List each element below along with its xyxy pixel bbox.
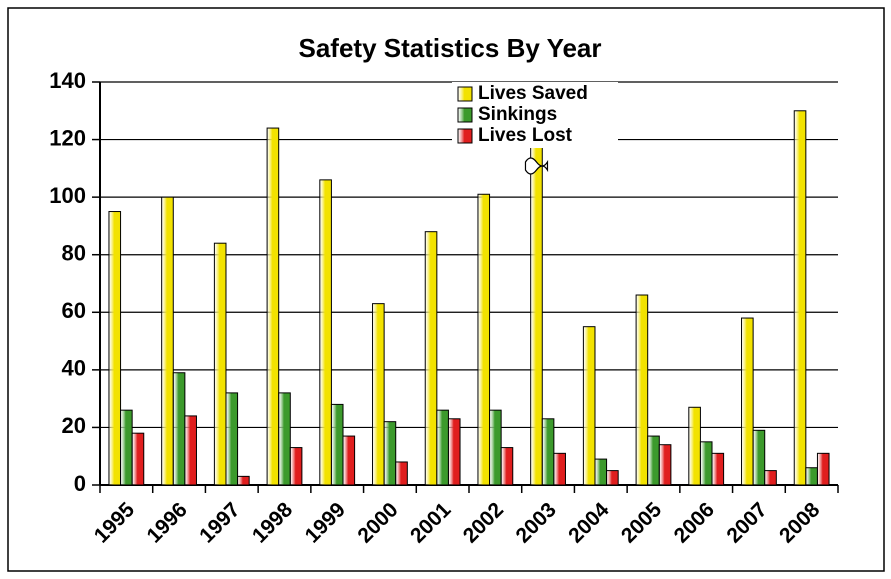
bar (330, 403, 344, 486)
bar (342, 435, 356, 486)
bar (635, 294, 649, 486)
bar (383, 421, 397, 486)
bar (477, 193, 491, 486)
y-tick-label: 0 (74, 471, 86, 496)
bar (372, 303, 385, 486)
bar (658, 444, 672, 486)
legend-swatch (457, 128, 473, 144)
bar (278, 392, 291, 486)
bar (582, 326, 596, 486)
bar (647, 435, 660, 486)
bar (741, 317, 754, 486)
legend-label: Lives Saved (478, 83, 588, 104)
bar (805, 467, 818, 486)
chart-title: Safety Statistics By Year (298, 33, 601, 63)
bar (447, 418, 461, 486)
bar (500, 447, 514, 486)
bar (289, 447, 303, 486)
legend-label: Sinkings (478, 104, 557, 125)
y-tick-label: 100 (49, 183, 86, 208)
bar (541, 418, 555, 486)
bar (764, 470, 777, 486)
bar (213, 242, 227, 486)
bar (395, 461, 408, 486)
legend-box (452, 82, 618, 148)
bar (436, 409, 449, 486)
bar (184, 415, 197, 486)
bar (489, 409, 502, 486)
bar (606, 470, 619, 486)
bar (172, 372, 186, 486)
axis-break (524, 157, 549, 175)
bar (793, 110, 807, 486)
bar (161, 196, 174, 486)
bar (711, 452, 725, 486)
legend-swatch (457, 86, 473, 102)
bar (131, 432, 145, 486)
bar (816, 452, 830, 486)
legend-label: Lives Lost (478, 125, 573, 146)
bar (319, 179, 332, 486)
y-tick-label: 140 (49, 68, 86, 93)
bar (752, 429, 766, 486)
bar (594, 458, 608, 486)
y-tick-label: 40 (62, 356, 86, 381)
y-tick-label: 20 (62, 413, 86, 438)
bar (237, 475, 250, 486)
y-tick-label: 60 (62, 298, 86, 323)
bar (424, 231, 438, 486)
bar (530, 82, 543, 486)
bar (699, 441, 713, 486)
bar (688, 406, 701, 486)
legend-swatch (457, 107, 473, 123)
bar (120, 409, 133, 486)
bar (108, 211, 122, 486)
frame (7, 7, 885, 572)
y-tick-label: 80 (62, 241, 86, 266)
plot-area (108, 82, 830, 486)
bar (553, 452, 566, 486)
y-tick-label: 120 (49, 125, 86, 150)
bar (266, 127, 280, 486)
bar (225, 392, 239, 486)
